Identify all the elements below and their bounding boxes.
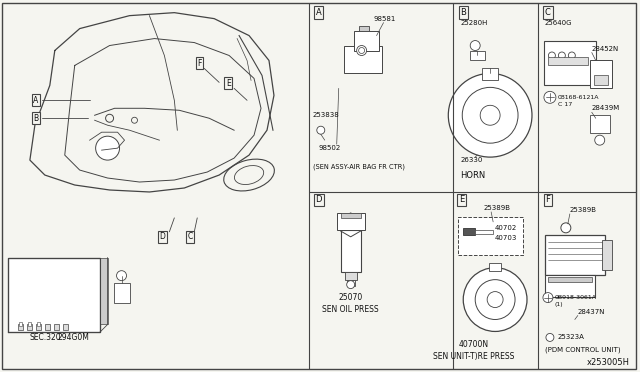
Bar <box>344 45 381 73</box>
Circle shape <box>595 135 605 145</box>
Bar <box>590 61 612 89</box>
Text: 253838: 253838 <box>313 112 340 118</box>
Circle shape <box>561 223 571 233</box>
Text: E: E <box>459 195 464 205</box>
Bar <box>37 323 40 327</box>
Text: 25280H: 25280H <box>460 20 488 26</box>
Text: F: F <box>197 59 202 68</box>
Circle shape <box>356 45 367 55</box>
Bar <box>545 275 595 296</box>
Bar <box>590 115 610 133</box>
Bar <box>345 272 356 280</box>
Text: A: A <box>33 96 38 105</box>
Text: C: C <box>188 232 193 241</box>
Circle shape <box>116 271 127 280</box>
Text: (SEN ASSY-AIR BAG FR CTR): (SEN ASSY-AIR BAG FR CTR) <box>313 164 405 170</box>
Bar <box>548 58 588 65</box>
Text: (PDM CONTROL UNIT): (PDM CONTROL UNIT) <box>545 346 621 353</box>
Text: D: D <box>159 232 165 241</box>
Bar <box>113 283 129 302</box>
Text: (1): (1) <box>555 302 564 307</box>
Text: 25323A: 25323A <box>558 334 585 340</box>
Circle shape <box>558 52 565 59</box>
Circle shape <box>347 280 355 289</box>
Text: 0B918-3061A: 0B918-3061A <box>555 295 597 300</box>
Text: x253005H: x253005H <box>587 358 630 367</box>
Text: C: C <box>545 8 551 17</box>
Bar <box>545 235 605 275</box>
Text: 28452N: 28452N <box>592 45 619 51</box>
Bar <box>27 324 32 330</box>
Text: 98502: 98502 <box>319 145 341 151</box>
Text: 28437N: 28437N <box>578 308 605 314</box>
Text: 40700N: 40700N <box>458 340 488 349</box>
Text: 40702: 40702 <box>495 225 517 231</box>
Bar <box>54 324 59 330</box>
Bar <box>100 258 108 324</box>
Bar <box>458 217 523 255</box>
Bar <box>63 324 68 330</box>
Bar <box>28 323 31 327</box>
Bar <box>45 324 50 330</box>
Text: 25640G: 25640G <box>545 20 572 26</box>
Text: 25070: 25070 <box>339 293 363 302</box>
Bar <box>482 68 498 80</box>
Text: 28439M: 28439M <box>592 105 620 111</box>
Bar <box>602 240 612 270</box>
Circle shape <box>490 220 500 230</box>
Circle shape <box>463 268 527 331</box>
Text: HORN: HORN <box>460 170 486 180</box>
Text: SEN UNIT-T)RE PRESS: SEN UNIT-T)RE PRESS <box>433 352 514 361</box>
Circle shape <box>487 292 503 308</box>
Circle shape <box>317 126 324 134</box>
Circle shape <box>476 280 515 320</box>
Text: SEN OIL PRESS: SEN OIL PRESS <box>323 305 379 314</box>
Bar <box>347 280 355 286</box>
Bar <box>548 277 592 282</box>
Bar <box>594 76 608 86</box>
Text: 40703: 40703 <box>495 235 518 241</box>
Text: B: B <box>460 8 466 17</box>
Circle shape <box>448 73 532 157</box>
Circle shape <box>470 41 480 51</box>
Bar <box>340 230 360 272</box>
Circle shape <box>548 52 556 59</box>
Text: A: A <box>316 8 322 17</box>
Text: SEC.320: SEC.320 <box>30 333 61 342</box>
Bar <box>8 258 100 333</box>
Text: B: B <box>33 114 38 123</box>
Text: 25389B: 25389B <box>483 205 510 211</box>
Circle shape <box>95 136 120 160</box>
Bar <box>489 263 501 271</box>
Circle shape <box>544 92 556 103</box>
Bar <box>544 41 596 86</box>
Text: F: F <box>545 195 550 205</box>
Circle shape <box>543 293 553 302</box>
Circle shape <box>480 105 500 125</box>
Bar <box>358 26 369 31</box>
Text: D: D <box>316 195 322 205</box>
Bar <box>337 213 365 230</box>
Circle shape <box>546 333 554 341</box>
Circle shape <box>358 48 365 54</box>
Bar <box>470 51 485 61</box>
Text: E: E <box>226 79 230 88</box>
Bar <box>18 324 23 330</box>
Circle shape <box>568 52 575 59</box>
Text: 25389B: 25389B <box>570 207 597 213</box>
Text: 08168-6121A: 08168-6121A <box>558 95 600 100</box>
Bar <box>36 324 41 330</box>
Bar <box>476 230 493 234</box>
Bar <box>19 323 22 327</box>
Bar <box>354 31 379 51</box>
Circle shape <box>462 87 518 143</box>
Bar <box>463 228 476 235</box>
Text: 294G0M: 294G0M <box>58 333 90 342</box>
Text: C 17: C 17 <box>558 102 572 107</box>
Text: 98581: 98581 <box>374 16 396 22</box>
Text: 26330: 26330 <box>460 157 483 163</box>
Bar <box>340 213 360 218</box>
